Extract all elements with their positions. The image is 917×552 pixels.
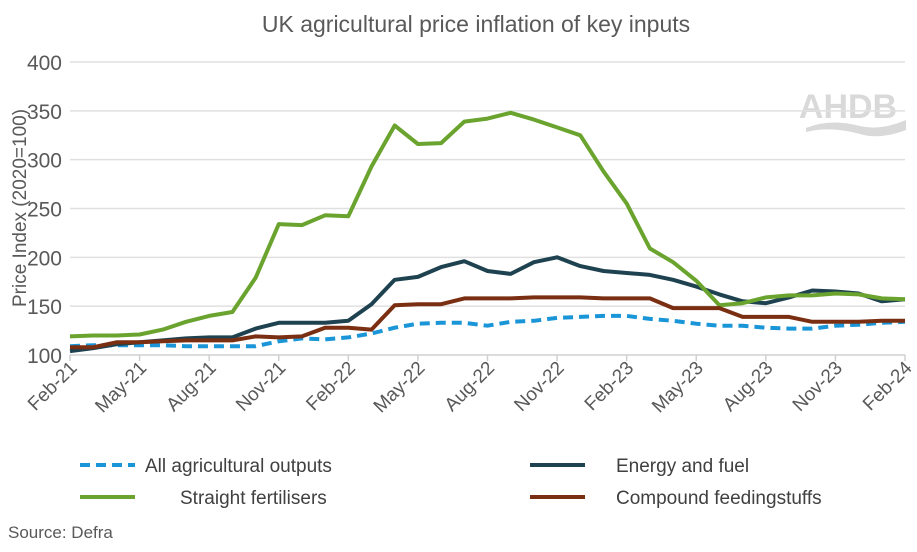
y-tick-label: 350 — [27, 101, 62, 124]
series-line-all-agricultural-outputs — [69, 313, 906, 349]
y-tick-label: 250 — [27, 199, 62, 222]
x-tick-label: Aug-23 — [719, 358, 777, 416]
y-tick-label: 400 — [27, 52, 62, 75]
series-line-compound-feedingstuffs — [70, 295, 905, 350]
series-line-straight-fertilisers — [69, 110, 906, 339]
x-tick-label: Feb-24 — [859, 357, 917, 415]
svg-text:AHDB: AHDB — [799, 88, 897, 126]
chart-title: UK agricultural price inflation of key i… — [262, 11, 690, 37]
series-line-energy-and-fuel — [69, 255, 906, 354]
y-tick-label: 100 — [27, 345, 62, 368]
source-note: Source: Defra — [8, 523, 113, 542]
y-tick-label: 150 — [27, 296, 62, 319]
x-tick-label: Nov-22 — [510, 358, 568, 416]
x-tick-label: Nov-21 — [232, 358, 290, 416]
x-tick-label: Feb-23 — [581, 358, 638, 415]
x-tick-label: Nov-23 — [789, 358, 847, 416]
x-tick-label: Aug-21 — [163, 358, 221, 416]
legend-label: Straight fertilisers — [180, 488, 327, 509]
y-tick-label: 200 — [27, 247, 62, 270]
ahdb-logo: AHDB — [799, 88, 906, 137]
x-tick-label: May-22 — [370, 358, 430, 418]
x-tick-label: Aug-22 — [441, 358, 499, 416]
y-tick-label: 300 — [27, 150, 62, 173]
x-tick-label: May-23 — [648, 358, 708, 418]
legend-label: Energy and fuel — [616, 456, 749, 477]
legend-label: Compound feedingstuffs — [616, 488, 822, 509]
x-tick-label: May-21 — [91, 358, 151, 418]
legend-label: All agricultural outputs — [145, 456, 332, 477]
y-axis-label: Price Index (2020=100) — [10, 109, 31, 307]
x-tick-label: Feb-22 — [302, 358, 359, 415]
